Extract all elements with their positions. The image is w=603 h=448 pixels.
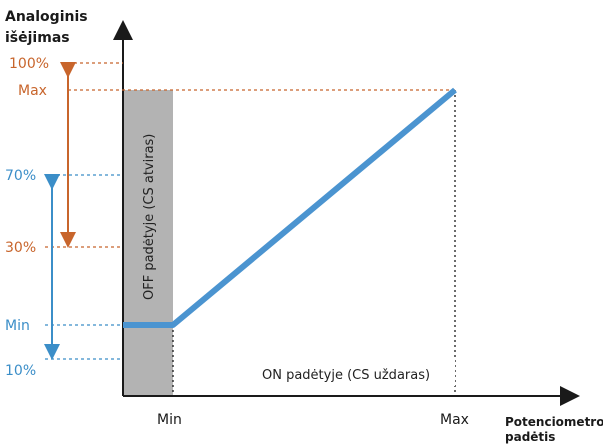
y-tick-70: 70% (5, 168, 36, 184)
off-region-shade (123, 90, 173, 396)
y-axis-title-line1: Analoginis (5, 9, 88, 25)
y-tick-min: Min (5, 318, 30, 334)
x-tick-min: Min (157, 412, 182, 428)
x-tick-max: Max (440, 412, 469, 428)
y-tick-30: 30% (5, 240, 36, 256)
y-tick-10: 10% (5, 363, 36, 379)
y-axis-title-line2: išėjimas (5, 30, 70, 46)
output-line (123, 87, 457, 328)
on-region-label: ON padėtyje (CS uždaras) (262, 368, 430, 383)
y-tick-max: Max (18, 83, 47, 99)
off-region-label: OFF padėtyje (CS atviras) (142, 134, 157, 300)
x-axis-title-line2: padėtis (505, 430, 555, 444)
y-tick-100: 100% (9, 56, 49, 72)
on-region-box (244, 360, 455, 386)
x-axis-title-line1: Potenciometro (505, 415, 603, 429)
